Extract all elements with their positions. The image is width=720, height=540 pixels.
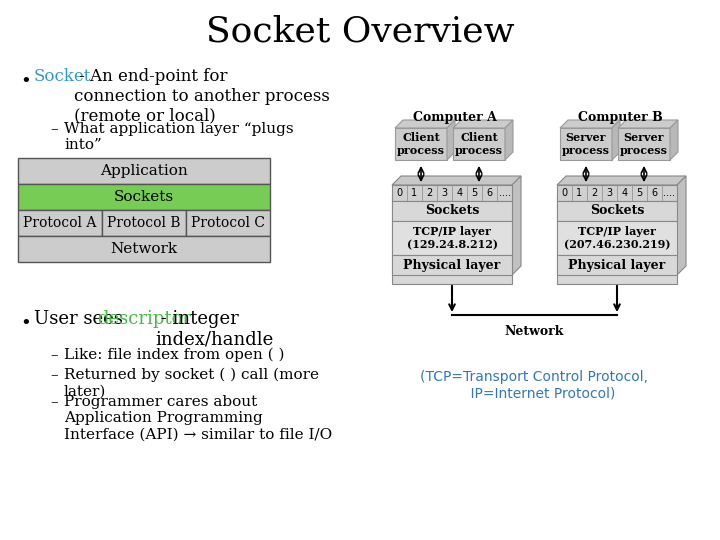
Text: 4: 4	[456, 188, 462, 198]
Text: Sockets: Sockets	[114, 190, 174, 204]
Text: - integer
index/handle: - integer index/handle	[155, 310, 274, 349]
Text: 3: 3	[606, 188, 613, 198]
Bar	[392, 185, 512, 201]
Text: - An end-point for
connection to another process
(remote or local): - An end-point for connection to another…	[74, 68, 330, 124]
Text: Returned by socket ( ) call (more
later): Returned by socket ( ) call (more later)	[64, 368, 319, 399]
Text: –: –	[50, 368, 58, 382]
Text: Protocol A: Protocol A	[23, 216, 96, 230]
Text: TCP/IP layer
(129.24.8.212): TCP/IP layer (129.24.8.212)	[407, 226, 498, 250]
Text: Protocol C: Protocol C	[191, 216, 265, 230]
Polygon shape	[612, 120, 620, 160]
Bar	[18, 210, 102, 236]
Text: Socket: Socket	[34, 68, 91, 85]
Bar	[618, 128, 670, 160]
Text: Socket Overview: Socket Overview	[206, 15, 514, 49]
Text: 6: 6	[652, 188, 657, 198]
Text: Computer B: Computer B	[577, 111, 662, 125]
Text: •: •	[20, 72, 31, 90]
Bar	[392, 194, 512, 284]
Polygon shape	[512, 176, 521, 275]
Text: Server
process: Server process	[562, 132, 610, 156]
Polygon shape	[670, 120, 678, 160]
Bar	[18, 158, 270, 184]
Text: Network: Network	[505, 325, 564, 338]
Bar	[392, 221, 512, 255]
Text: 1: 1	[577, 188, 582, 198]
Text: 5: 5	[636, 188, 643, 198]
Text: 0: 0	[562, 188, 567, 198]
Text: Physical layer: Physical layer	[568, 259, 665, 272]
Text: –: –	[50, 348, 58, 362]
Text: Client
process: Client process	[397, 132, 445, 156]
Polygon shape	[392, 176, 521, 185]
Text: 2: 2	[426, 188, 433, 198]
Bar	[102, 210, 186, 236]
Text: ....: ....	[664, 188, 675, 198]
Text: 6: 6	[487, 188, 492, 198]
Bar	[557, 201, 677, 221]
Polygon shape	[677, 176, 686, 275]
Text: descriptor: descriptor	[97, 310, 191, 328]
Text: Sockets: Sockets	[425, 205, 480, 218]
Text: 4: 4	[621, 188, 628, 198]
Polygon shape	[618, 120, 678, 128]
Bar	[557, 221, 677, 255]
Polygon shape	[557, 176, 686, 185]
Polygon shape	[447, 120, 455, 160]
Text: –: –	[50, 395, 58, 409]
Text: Network: Network	[110, 242, 178, 256]
Text: What application layer “plugs
into”: What application layer “plugs into”	[64, 122, 294, 152]
Text: TCP/IP layer
(207.46.230.219): TCP/IP layer (207.46.230.219)	[564, 226, 670, 250]
Bar	[560, 128, 612, 160]
Text: 5: 5	[472, 188, 477, 198]
Polygon shape	[560, 120, 620, 128]
Polygon shape	[505, 120, 513, 160]
Text: –: –	[50, 122, 58, 136]
Text: Physical layer: Physical layer	[403, 259, 500, 272]
Bar	[557, 255, 677, 275]
Text: ....: ....	[498, 188, 510, 198]
Bar	[392, 255, 512, 275]
Bar	[557, 185, 677, 201]
Text: Sockets: Sockets	[590, 205, 644, 218]
Bar	[18, 184, 270, 210]
Bar	[395, 128, 447, 160]
Bar	[557, 194, 677, 284]
Polygon shape	[395, 120, 455, 128]
Bar	[392, 201, 512, 221]
Bar	[18, 236, 270, 262]
Text: •: •	[20, 314, 31, 332]
Text: Programmer cares about
Application Programming
Interface (API) → similar to file: Programmer cares about Application Progr…	[64, 395, 332, 441]
Text: 0: 0	[397, 188, 402, 198]
Text: 1: 1	[411, 188, 418, 198]
Text: Computer A: Computer A	[413, 111, 497, 125]
Text: Protocol B: Protocol B	[107, 216, 181, 230]
Text: Client
process: Client process	[455, 132, 503, 156]
Bar	[186, 210, 270, 236]
Text: Like: file index from open ( ): Like: file index from open ( )	[64, 348, 284, 362]
Bar	[453, 128, 505, 160]
Text: 2: 2	[591, 188, 598, 198]
Text: (TCP=Transport Control Protocol,
    IP=Internet Protocol): (TCP=Transport Control Protocol, IP=Inte…	[420, 370, 649, 400]
Polygon shape	[453, 120, 513, 128]
Text: Server
process: Server process	[620, 132, 668, 156]
Text: Application: Application	[100, 164, 188, 178]
Text: 3: 3	[441, 188, 448, 198]
Text: User sees: User sees	[34, 310, 129, 328]
